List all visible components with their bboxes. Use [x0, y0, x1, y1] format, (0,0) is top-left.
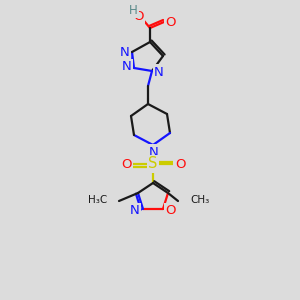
Text: O: O [133, 10, 143, 22]
Text: S: S [148, 157, 158, 172]
Text: N: N [130, 205, 140, 218]
Text: N: N [122, 61, 132, 74]
Text: H: H [129, 4, 137, 16]
Text: N: N [154, 65, 164, 79]
Text: O: O [166, 16, 176, 28]
Text: O: O [166, 205, 176, 218]
Text: CH₃: CH₃ [190, 195, 209, 205]
Text: N: N [120, 46, 130, 59]
Text: H₃C: H₃C [88, 195, 107, 205]
Text: N: N [149, 146, 159, 158]
Text: O: O [121, 158, 131, 170]
Text: O: O [175, 158, 185, 170]
